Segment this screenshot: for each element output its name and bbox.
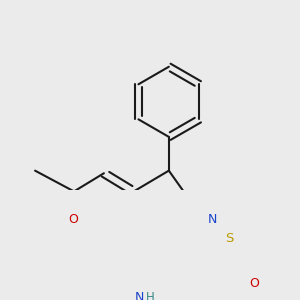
Text: H: H bbox=[146, 291, 154, 300]
Circle shape bbox=[194, 210, 214, 230]
Circle shape bbox=[146, 288, 166, 300]
Text: O: O bbox=[249, 277, 259, 290]
Text: N: N bbox=[135, 291, 144, 300]
Text: N: N bbox=[208, 214, 217, 226]
Circle shape bbox=[236, 274, 255, 293]
Text: O: O bbox=[68, 214, 78, 226]
Text: S: S bbox=[225, 232, 233, 245]
Circle shape bbox=[64, 210, 84, 230]
Circle shape bbox=[211, 228, 230, 248]
